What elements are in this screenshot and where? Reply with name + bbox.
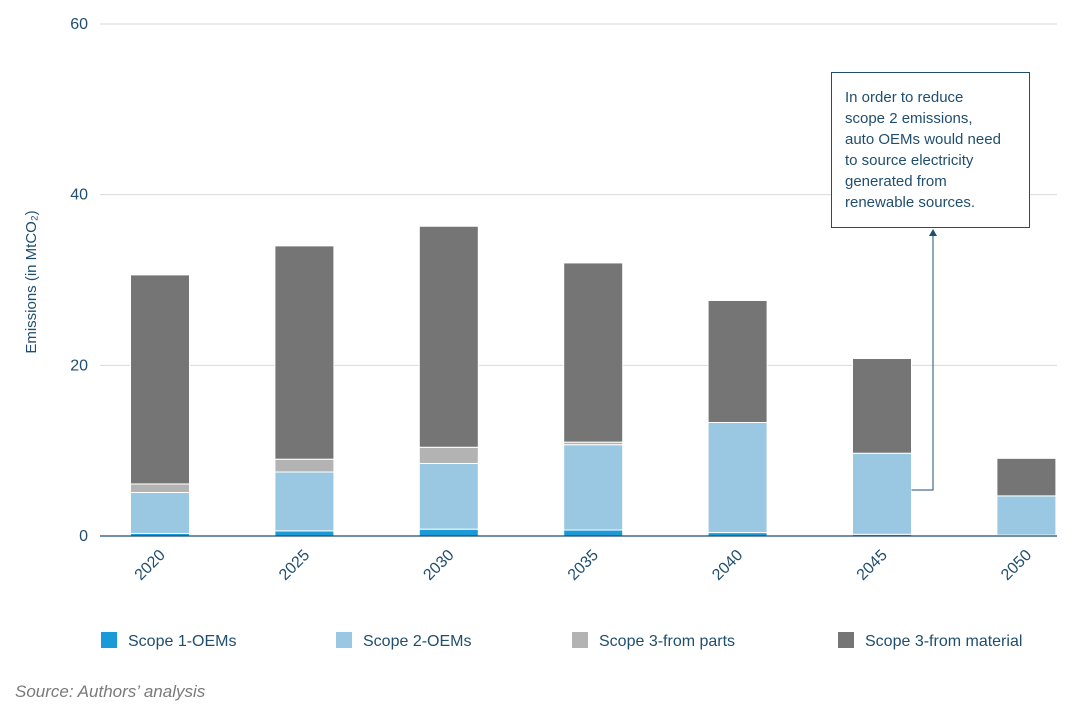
bar-segment (563, 529, 624, 537)
bar-segment (996, 495, 1057, 536)
annotation-box: In order to reduce scope 2 emissions, au… (831, 72, 1030, 228)
x-tick-label: 2025 (276, 547, 313, 584)
bar-segment (274, 471, 335, 532)
annotation-leader (911, 229, 937, 491)
y-axis-title: Emissions (in MtCO₂) (23, 210, 40, 353)
y-tick-label: 0 (79, 528, 88, 545)
annotation-line: to source electricity (845, 152, 974, 169)
annotation-leader-line (911, 234, 934, 491)
annotation-line: renewable sources. (845, 194, 976, 211)
legend-item: Scope 3-from material (838, 632, 1022, 650)
bar-segment (130, 491, 190, 534)
legend-label: Scope 3-from parts (599, 633, 735, 650)
bar-segment (707, 299, 768, 424)
y-tick-label: 40 (70, 187, 88, 204)
legend-item: Scope 3-from parts (572, 632, 735, 650)
bar-segment (418, 462, 479, 530)
y-tick-label: 60 (70, 16, 88, 33)
bar-segment (707, 422, 768, 534)
x-tick-label: 2020 (132, 547, 169, 584)
legend-swatch (101, 632, 117, 648)
annotation-line: scope 2 emissions, (845, 110, 973, 127)
bar-segment (563, 444, 624, 531)
x-tick-label: 2035 (565, 547, 602, 584)
legend: Scope 1-OEMs Scope 2-OEMs Scope 3-from par… (101, 632, 1022, 650)
legend-label: Scope 1-OEMs (128, 633, 236, 650)
bars (130, 225, 1057, 537)
bar-segment (130, 274, 190, 485)
bar-segment (274, 530, 335, 537)
bar-segment (852, 452, 912, 535)
x-tick-label: 2030 (420, 547, 457, 584)
bar-segment (852, 358, 912, 454)
annotation-line: generated from (845, 173, 947, 190)
bar-segment (274, 245, 335, 460)
bar-segment (418, 528, 479, 537)
bar-segment (418, 446, 479, 464)
bar-segment (130, 483, 190, 493)
legend-label: Scope 3-from material (865, 633, 1022, 650)
x-tick-label: 2050 (998, 547, 1035, 584)
legend-swatch (336, 632, 352, 648)
bar-segment (418, 225, 479, 448)
y-tick-label: 20 (70, 357, 88, 374)
annotation-line: In order to reduce (845, 89, 964, 106)
legend-swatch (838, 632, 854, 648)
bar-segment (996, 457, 1057, 497)
bar-segment (563, 262, 624, 443)
x-tick-label: 2045 (854, 547, 891, 584)
x-tick-label: 2040 (709, 547, 746, 584)
annotation-arrowhead (929, 229, 937, 236)
source-note: Source: Authors’ analysis (15, 682, 206, 701)
legend-item: Scope 2-OEMs (336, 632, 471, 650)
legend-label: Scope 2-OEMs (363, 633, 471, 650)
legend-swatch (572, 632, 588, 648)
legend-item: Scope 1-OEMs (101, 632, 236, 650)
bar-segment (274, 458, 335, 473)
annotation-line: auto OEMs would need (845, 131, 1001, 148)
